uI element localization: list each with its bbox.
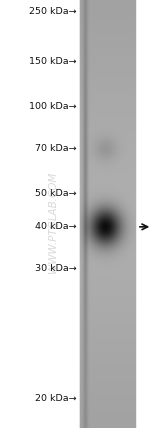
Text: 30 kDa→: 30 kDa→ bbox=[35, 264, 77, 273]
Text: WWW.PTGLAB.COM: WWW.PTGLAB.COM bbox=[48, 172, 58, 273]
Text: 150 kDa→: 150 kDa→ bbox=[29, 56, 77, 66]
Text: 20 kDa→: 20 kDa→ bbox=[35, 393, 77, 403]
Text: 70 kDa→: 70 kDa→ bbox=[35, 144, 77, 154]
Text: 40 kDa→: 40 kDa→ bbox=[35, 222, 77, 232]
Text: 50 kDa→: 50 kDa→ bbox=[35, 189, 77, 198]
Text: 250 kDa→: 250 kDa→ bbox=[29, 7, 77, 17]
Text: 100 kDa→: 100 kDa→ bbox=[29, 101, 77, 111]
